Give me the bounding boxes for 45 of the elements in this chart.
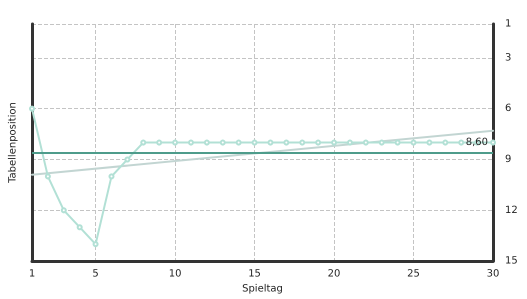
ref-line-label: 8,60	[466, 137, 488, 148]
y-tick-label: 12	[505, 204, 518, 216]
point	[267, 140, 274, 146]
x-tick-label: 25	[407, 268, 420, 280]
point	[236, 140, 242, 146]
point	[346, 140, 353, 146]
x-tick-label: 30	[486, 268, 500, 280]
point	[458, 140, 464, 146]
x-tick-label: 5	[92, 268, 99, 280]
point	[188, 140, 194, 146]
point	[108, 173, 114, 180]
point	[378, 140, 385, 146]
point	[220, 140, 226, 146]
point	[76, 224, 83, 230]
y-tick-label: 1	[505, 18, 512, 30]
point	[60, 207, 67, 214]
y-tick-label: 15	[505, 256, 518, 267]
point	[426, 140, 432, 146]
point	[29, 106, 35, 112]
point	[283, 140, 290, 146]
point	[394, 140, 401, 146]
point	[362, 140, 369, 146]
x-tick-label: 10	[168, 268, 182, 280]
point	[252, 140, 258, 146]
point	[140, 140, 146, 146]
point	[124, 156, 130, 162]
point	[315, 140, 322, 146]
x-tick-label: 15	[248, 268, 261, 280]
point	[156, 140, 162, 146]
x-tick-label: 1	[28, 268, 36, 280]
x-tick-label: 20	[328, 268, 340, 280]
point	[44, 173, 51, 180]
point	[331, 140, 338, 146]
point	[410, 140, 417, 146]
point	[490, 140, 496, 146]
point	[92, 241, 99, 248]
point	[442, 140, 448, 146]
x-axis-title: Spieltag	[242, 284, 283, 294]
y-tick-label: 6	[505, 103, 512, 114]
point	[204, 140, 210, 146]
point	[299, 140, 306, 146]
point	[172, 140, 178, 146]
y-tick-label: 9	[505, 154, 512, 165]
y-axis-title: Tabellenposition	[8, 102, 18, 184]
y-tick-label: 3	[505, 52, 512, 64]
